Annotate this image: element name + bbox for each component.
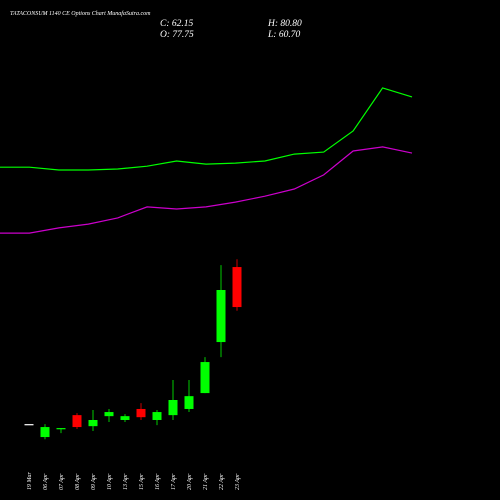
x-tick-label: 06 Apr — [43, 473, 49, 490]
candle-body — [104, 412, 114, 417]
x-tick-label: 19 Mar — [27, 472, 33, 490]
candle-body — [232, 267, 242, 308]
candle-body — [24, 424, 34, 426]
x-tick-label: 21 Apr — [203, 473, 209, 490]
candle-body — [40, 427, 50, 438]
high-info: H: 80.80 — [267, 19, 302, 29]
average-line — [0, 87, 413, 171]
close-info: C: 62.15 — [160, 19, 194, 29]
chart-title: TATACONSUM 1140 CE Options Chart MunafaS… — [10, 10, 151, 17]
candle-body — [184, 396, 194, 409]
candle-body — [120, 416, 130, 420]
x-tick-label: 13 Apr — [123, 473, 129, 490]
candle-body — [152, 412, 162, 420]
average-line — [0, 146, 413, 234]
x-tick-label: 07 Apr — [59, 473, 65, 490]
x-tick-label: 15 Apr — [139, 473, 145, 490]
candle-body — [56, 428, 66, 430]
open-info: O: 77.75 — [160, 30, 194, 40]
x-tick-label: 16 Apr — [155, 473, 161, 490]
x-tick-label: 23 Apr — [235, 473, 241, 490]
x-tick-label: 09 Apr — [91, 473, 97, 490]
candle-body — [88, 420, 98, 427]
candle-body — [168, 400, 178, 416]
candle-body — [72, 415, 82, 428]
candle-body — [136, 408, 146, 418]
candle-body — [200, 362, 210, 394]
x-tick-label: 22 Apr — [219, 473, 225, 490]
candle-body — [216, 290, 226, 343]
low-info: L: 60.70 — [267, 30, 300, 40]
x-tick-label: 17 Apr — [171, 473, 177, 490]
x-tick-label: 10 Apr — [107, 473, 113, 490]
x-tick-label: 08 Apr — [75, 473, 81, 490]
x-tick-label: 20 Apr — [187, 473, 193, 490]
